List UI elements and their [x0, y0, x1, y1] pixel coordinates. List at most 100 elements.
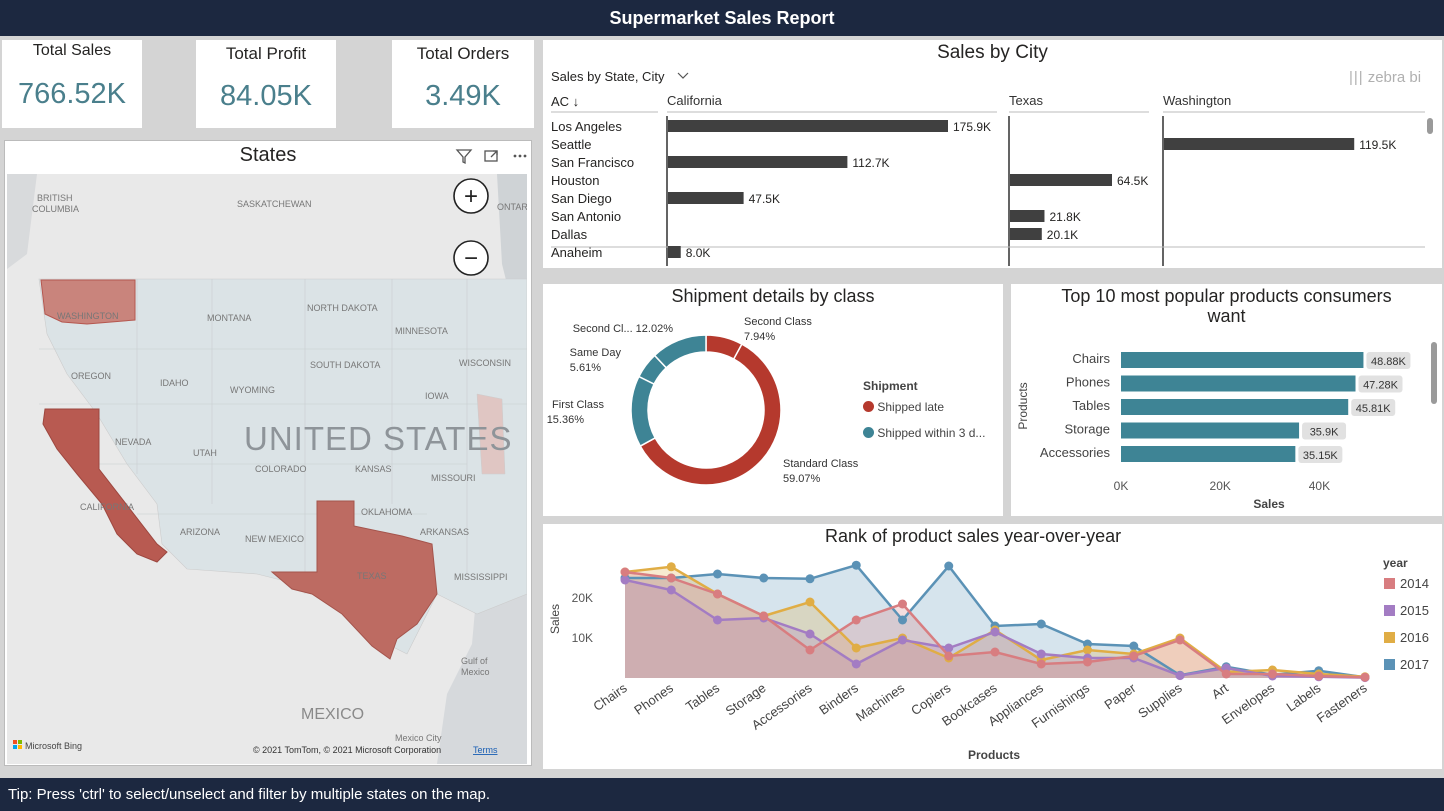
dropdown-label: Sales by State, City: [551, 69, 665, 84]
series-point: [1360, 672, 1370, 682]
svg-text:+: +: [464, 183, 478, 210]
series-point: [898, 599, 907, 609]
map-title: States: [239, 144, 297, 166]
city-label: San Diego: [551, 191, 612, 206]
product-label: Chairs: [1072, 351, 1110, 366]
legend-item-within[interactable]: Shipped within 3 d...: [863, 426, 985, 440]
visual-header-icons: [455, 149, 527, 165]
legend-item-late[interactable]: Shipped late: [863, 400, 944, 414]
city-label: Mexico City: [395, 733, 442, 743]
map-label: IOWA: [425, 391, 449, 401]
value-label: 47.28K: [1363, 380, 1399, 392]
map-label: MISSISSIPPI: [454, 572, 508, 582]
series-point: [1129, 651, 1139, 661]
product-bar: [1121, 399, 1349, 415]
map-label: KANSAS: [355, 464, 392, 474]
filter-icon[interactable]: [455, 149, 473, 165]
svg-text:−: −: [464, 245, 478, 272]
report-header: Supermarket Sales Report: [0, 0, 1444, 36]
washington-state[interactable]: [40, 279, 136, 325]
series-point: [898, 635, 907, 645]
terms-link[interactable]: Terms: [473, 745, 498, 755]
product-label: Tables: [1072, 398, 1110, 413]
series-point: [851, 659, 861, 669]
rank-panel[interactable]: Rank of product sales year-over-year 10K…: [543, 524, 1442, 769]
sales-by-city-panel[interactable]: Sales by City Sales by State, City ||| ze…: [543, 40, 1442, 268]
legend-label: 2014: [1400, 576, 1429, 591]
map-label: WYOMING: [230, 385, 275, 395]
group-header: California: [667, 93, 723, 108]
report-title: Supermarket Sales Report: [609, 8, 835, 28]
y-tick-label: 20K: [572, 591, 593, 605]
series-point: [713, 589, 722, 599]
zoom-in-button[interactable]: +: [453, 178, 489, 214]
value-label-bg: [1298, 446, 1343, 463]
top-products-panel[interactable]: Top 10 most popular products consumers wa…: [1011, 284, 1442, 516]
chevron-down-icon: [677, 72, 689, 79]
series-point: [1221, 669, 1231, 679]
series-point: [990, 627, 1000, 637]
map-label: MINNESOTA: [395, 326, 448, 336]
shipment-donut-chart[interactable]: Second Class 7.94% Standard Class 59.07% Fir…: [543, 284, 1003, 516]
city-bar: [1010, 210, 1045, 222]
slice-label: Standard Class 59.07%: [783, 458, 859, 485]
city-label: Dallas: [551, 227, 588, 242]
scrollbar[interactable]: [1431, 342, 1437, 404]
map-label: NEVADA: [115, 437, 151, 447]
series-point: [620, 567, 630, 577]
x-axis-title: Products: [968, 748, 1020, 762]
group-header: Texas: [1009, 93, 1043, 108]
product-label: Phones: [1066, 375, 1111, 390]
kpi-label: Total Orders: [416, 44, 510, 63]
top-products-title: Top 10 most popular products consumers wa…: [1061, 286, 1392, 326]
more-options-icon[interactable]: [513, 154, 527, 158]
shipment-panel[interactable]: Shipment details by class Second Class 7.…: [543, 284, 1003, 516]
top-products-bar-chart[interactable]: Chairs 48.88K Phones 47.28K Tables 45.81K Stor…: [1011, 284, 1442, 516]
map-label: BRITISH: [37, 193, 73, 203]
product-label: Accessories: [1040, 445, 1111, 460]
kpi-total-sales[interactable]: Total Sales 766.52K: [2, 40, 142, 128]
sort-indicator[interactable]: AC ↓: [551, 94, 580, 109]
series-point: [851, 615, 861, 625]
x-tick-label: 20K: [1210, 479, 1231, 493]
kpi-total-orders[interactable]: Total Orders 3.49K: [392, 40, 534, 128]
map-label: COLORADO: [255, 464, 307, 474]
legend-dot: [863, 401, 874, 412]
texas-state[interactable]: [270, 500, 438, 660]
mexico-label: MEXICO: [301, 706, 364, 723]
city-bar-chart[interactable]: California Texas Washington Los Angeles 175.…: [543, 90, 1442, 266]
california-state[interactable]: [42, 408, 168, 563]
x-tick-label: Art: [1209, 680, 1232, 702]
scrollbar[interactable]: [1427, 118, 1433, 134]
series-point: [1314, 671, 1324, 681]
city-label: San Antonio: [551, 209, 621, 224]
kpi-label: Total Sales: [32, 42, 112, 59]
focus-mode-icon[interactable]: [484, 150, 498, 162]
series-point: [1268, 669, 1277, 679]
us-map[interactable]: BRITISH COLUMBIA SASKATCHEWAN ONTARIO WA…: [7, 174, 527, 764]
slice-label: Second Class 7.94%: [744, 316, 812, 343]
kpi-label: Total Profit: [225, 44, 307, 63]
kpi-value: 3.49K: [425, 80, 501, 112]
map-label: NEW MEXICO: [245, 534, 304, 544]
city-value-label: 175.9K: [953, 120, 991, 134]
map-label: WISCONSIN: [459, 358, 511, 368]
x-tick-label: Paper: [1101, 680, 1139, 713]
series-point: [1129, 641, 1139, 651]
rank-title: Rank of product sales year-over-year: [825, 526, 1122, 546]
zoom-out-button[interactable]: −: [453, 240, 489, 276]
legend-title: Shipment: [863, 379, 918, 393]
y-axis-title: Sales: [548, 604, 562, 634]
series-point: [805, 574, 815, 584]
product-label: Storage: [1064, 422, 1110, 437]
states-map-panel[interactable]: States BRITISH COLUMBIA SASKATCHEWAN ONT…: [4, 140, 532, 766]
value-label: 35.15K: [1303, 450, 1339, 462]
legend-swatch: [1384, 578, 1395, 589]
legend-swatch: [1384, 659, 1395, 670]
legend-label: Shipped late: [877, 400, 945, 414]
hierarchy-dropdown[interactable]: Sales by State, City: [551, 69, 690, 84]
value-label-bg: [1366, 352, 1411, 369]
kpi-total-profit[interactable]: Total Profit 84.05K: [196, 40, 336, 128]
city-title: Sales by City: [937, 42, 1048, 63]
